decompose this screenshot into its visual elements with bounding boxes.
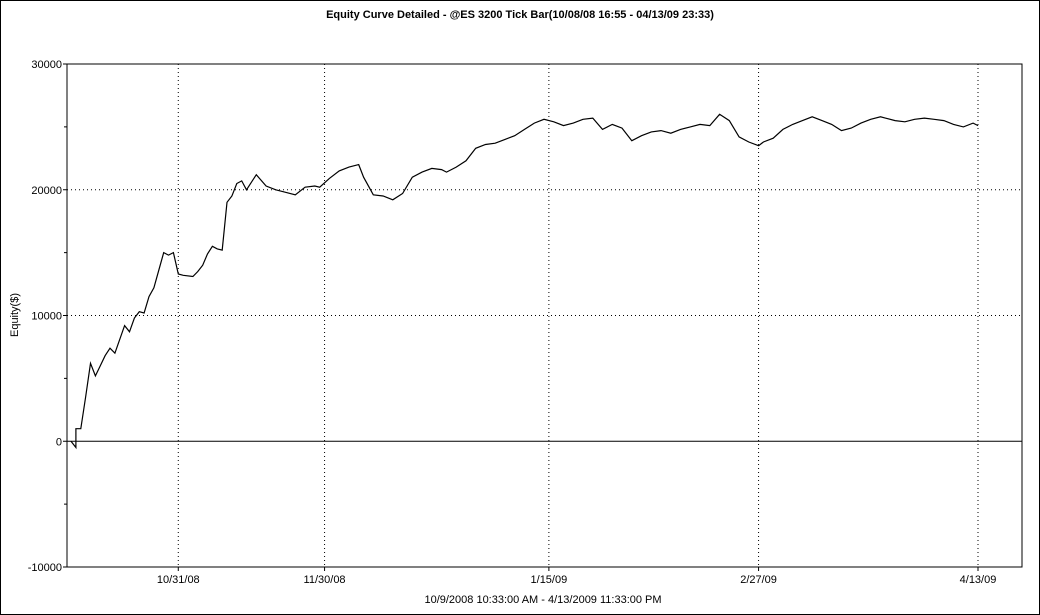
y-axis-label: Equity($) — [9, 293, 21, 337]
y-tick-label: 10000 — [31, 311, 62, 323]
y-tick-label: 20000 — [31, 185, 62, 197]
x-tick-label: 1/15/09 — [531, 574, 568, 586]
x-axis-label: 10/9/2008 10:33:00 AM - 4/13/2009 11:33:… — [424, 594, 662, 606]
x-tick-label: 4/13/09 — [960, 574, 997, 586]
chart-title: Equity Curve Detailed - @ES 3200 Tick Ba… — [326, 9, 714, 21]
plot-area-border — [66, 63, 1023, 568]
y-tick-label: 30000 — [31, 59, 62, 71]
x-tick-label: 11/30/08 — [304, 574, 346, 586]
y-tick-label: -10000 — [28, 562, 62, 574]
x-tick-label: 2/27/09 — [740, 574, 777, 586]
y-tick-label: 0 — [56, 436, 62, 448]
x-tick-label: 10/31/08 — [157, 574, 200, 586]
equity-series-line — [70, 113, 979, 450]
